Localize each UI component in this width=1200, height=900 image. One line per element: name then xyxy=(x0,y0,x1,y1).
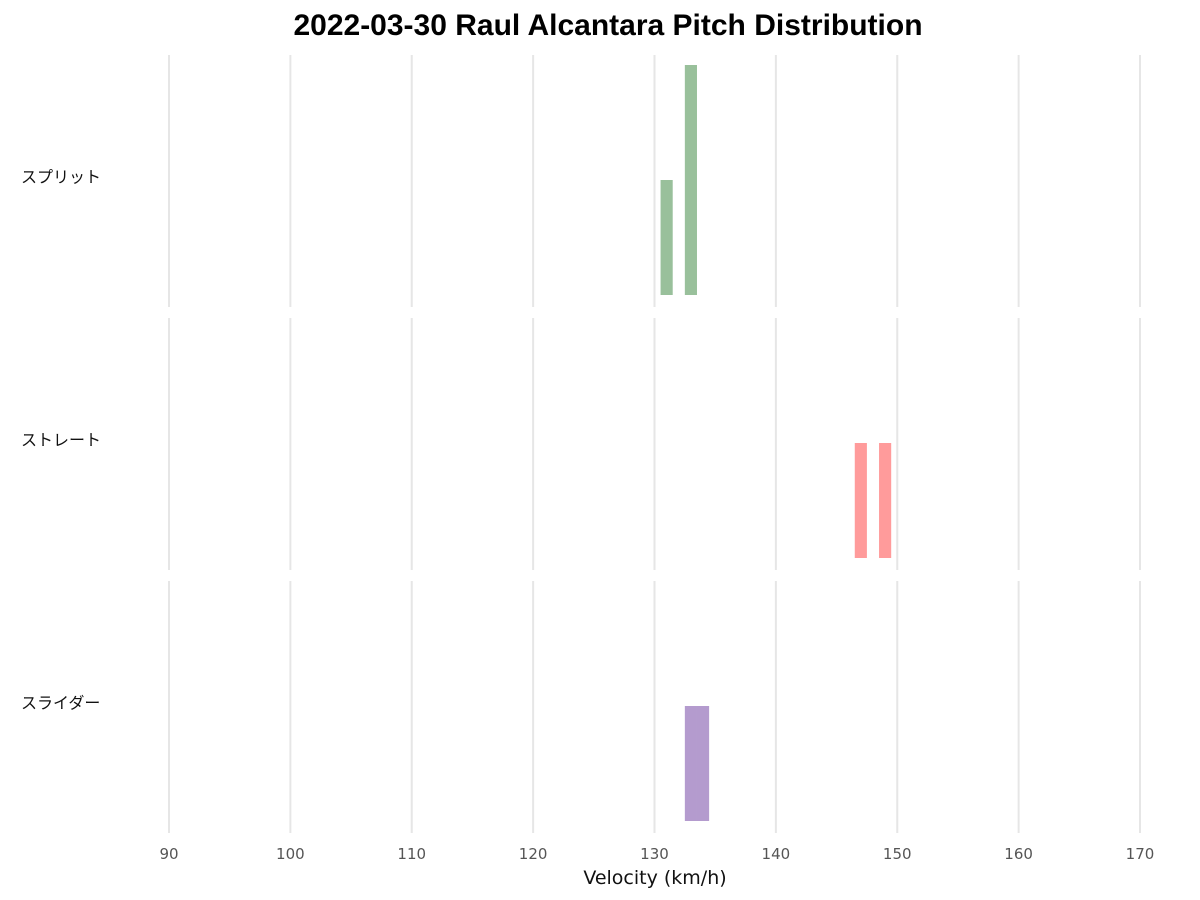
x-tick-label: 90 xyxy=(159,845,178,863)
x-axis-ticks: 90 100 110 120 130 140 150 160 170 xyxy=(159,845,1154,863)
x-tick-label: 130 xyxy=(640,845,669,863)
row-label: ストレート xyxy=(21,431,101,450)
bars-layer xyxy=(660,65,892,821)
histogram-bar xyxy=(684,706,697,821)
grid-layer xyxy=(168,55,1141,833)
x-tick-label: 100 xyxy=(276,845,305,863)
histogram-bar xyxy=(854,443,867,558)
row-label: スライダー xyxy=(21,694,100,713)
x-axis-label: Velocity (km/h) xyxy=(583,867,726,889)
histogram-bar xyxy=(660,180,673,295)
x-tick-label: 120 xyxy=(519,845,548,863)
histogram-bar xyxy=(696,706,710,821)
x-tick-label: 110 xyxy=(397,845,426,863)
x-tick-label: 140 xyxy=(762,845,791,863)
chart-title: 2022-03-30 Raul Alcantara Pitch Distribu… xyxy=(293,9,922,42)
x-tick-label: 150 xyxy=(883,845,912,863)
x-tick-label: 170 xyxy=(1126,845,1155,863)
row-label: スプリット xyxy=(21,168,101,187)
x-tick-label: 160 xyxy=(1004,845,1033,863)
histogram-bar xyxy=(684,65,697,295)
histogram-bar xyxy=(879,443,892,558)
